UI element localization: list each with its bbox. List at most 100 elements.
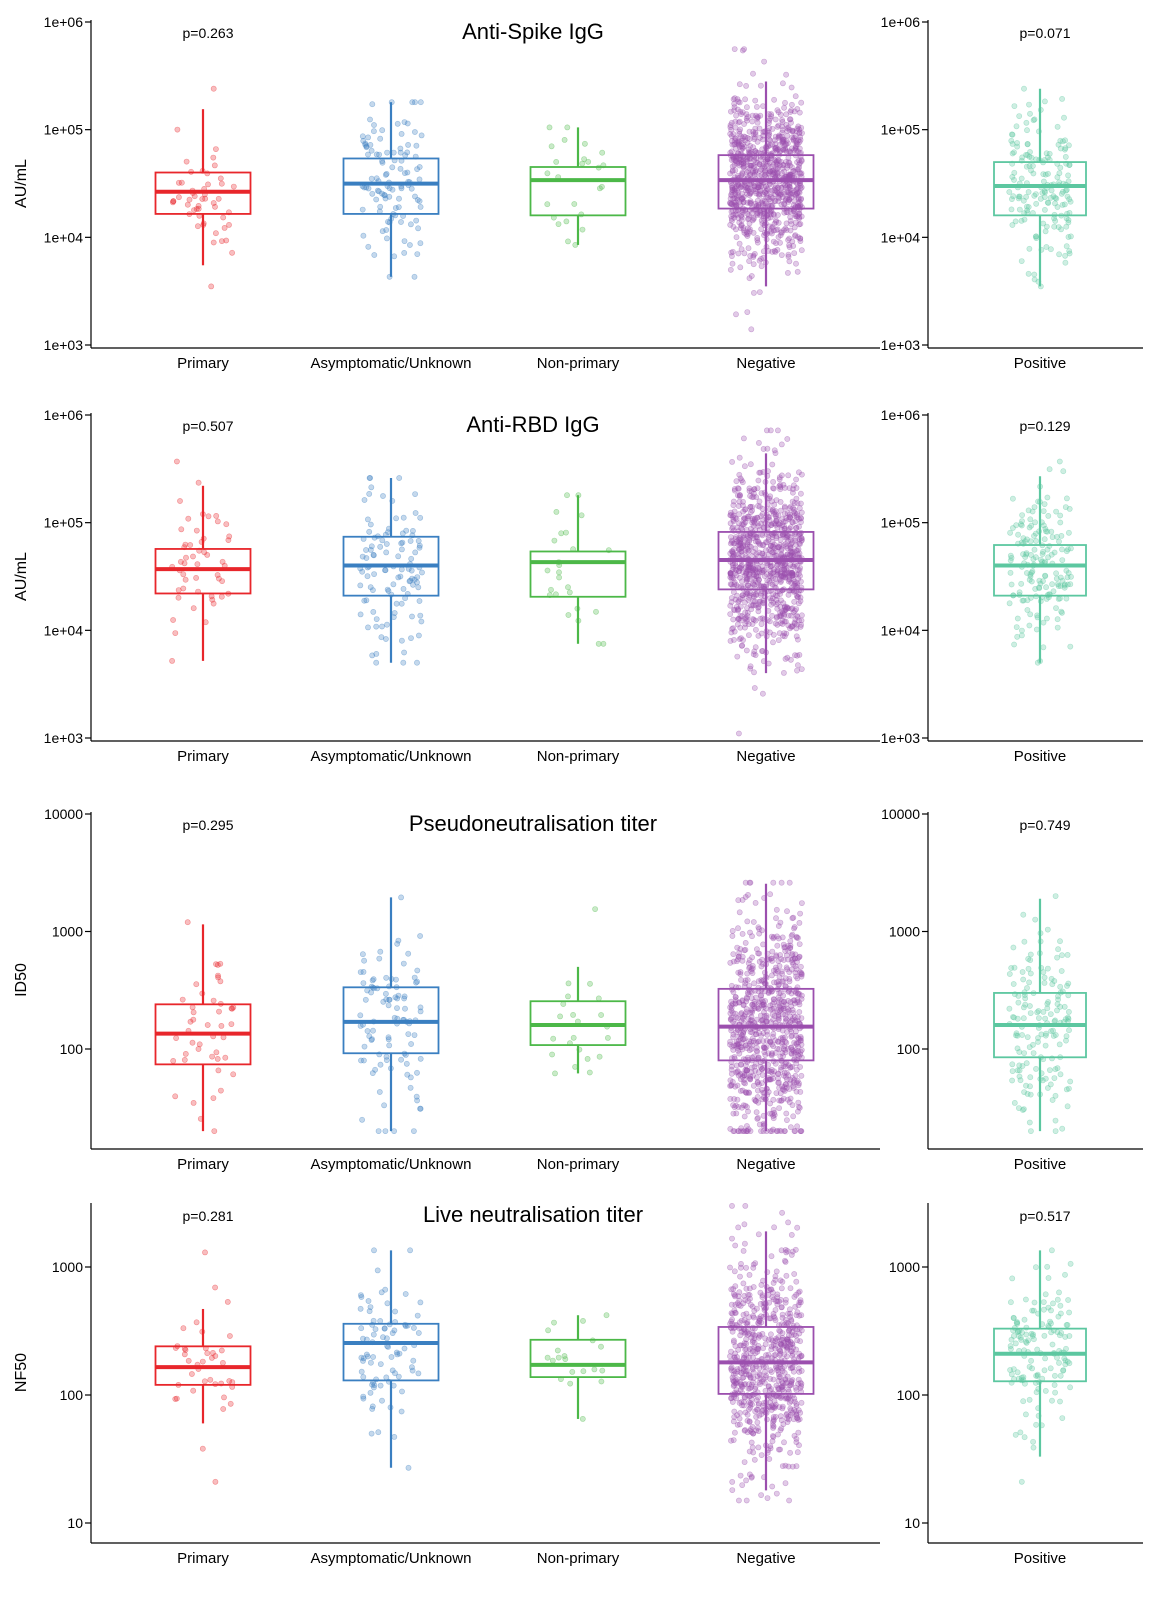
data-point	[1011, 1100, 1018, 1106]
data-point	[398, 566, 405, 573]
data-point	[224, 1299, 231, 1305]
data-point	[1067, 1260, 1074, 1267]
data-point	[779, 184, 785, 191]
data-point	[369, 652, 376, 659]
data-point	[767, 1038, 774, 1045]
data-point	[228, 1021, 235, 1027]
data-point	[223, 521, 230, 528]
data-point	[1063, 595, 1070, 602]
data-point	[1026, 622, 1033, 629]
data-point	[1028, 167, 1034, 174]
data-point	[775, 923, 782, 929]
data-point	[787, 1285, 794, 1292]
data-point	[373, 175, 380, 182]
data-point	[1030, 1307, 1037, 1314]
data-point	[367, 475, 373, 481]
data-point	[744, 1067, 750, 1074]
data-point	[750, 163, 757, 169]
data-point	[195, 1046, 202, 1052]
data-point	[737, 1332, 744, 1339]
data-point	[768, 1336, 775, 1343]
data-point	[1008, 1346, 1014, 1352]
data-point	[732, 167, 739, 174]
data-point	[1011, 103, 1018, 109]
data-point	[794, 106, 801, 112]
data-point	[778, 1098, 784, 1104]
data-point	[736, 81, 743, 88]
data-point	[383, 974, 390, 981]
data-point	[775, 190, 782, 196]
data-point	[412, 510, 419, 516]
data-point	[781, 1351, 788, 1358]
data-point	[1033, 626, 1040, 633]
data-point	[772, 1317, 779, 1324]
x-tick-label: Negative	[736, 1156, 795, 1173]
data-point	[740, 1280, 747, 1287]
data-point	[732, 1293, 738, 1300]
data-point	[1057, 574, 1064, 581]
data-point	[798, 1399, 805, 1406]
data-point	[591, 1366, 598, 1373]
x-tick-label: Negative	[736, 748, 795, 765]
data-point	[778, 956, 784, 962]
data-point	[747, 1471, 753, 1478]
data-point	[788, 1232, 795, 1238]
data-point	[732, 185, 738, 192]
data-point	[1052, 893, 1059, 899]
data-point	[734, 1096, 741, 1103]
data-point	[391, 1128, 397, 1134]
data-point	[744, 309, 751, 315]
data-point	[1016, 206, 1023, 213]
data-point	[1042, 228, 1049, 235]
data-point	[788, 221, 795, 227]
data-point	[403, 1060, 410, 1067]
data-point	[728, 249, 735, 256]
data-point	[782, 1462, 789, 1469]
data-point	[731, 589, 737, 596]
data-point	[1057, 983, 1064, 990]
data-point	[767, 1006, 774, 1013]
data-point	[747, 1017, 754, 1024]
data-point	[1057, 938, 1063, 945]
data-point	[766, 1456, 773, 1462]
data-point	[745, 216, 751, 222]
data-point	[788, 579, 795, 586]
data-point	[781, 200, 787, 207]
data-point	[381, 192, 388, 199]
data-point	[779, 136, 786, 143]
data-point	[755, 184, 762, 191]
p-value: p=0.749	[1020, 817, 1071, 833]
data-point	[1054, 533, 1060, 540]
data-point	[1057, 519, 1064, 526]
data-point	[212, 230, 219, 237]
data-point	[416, 176, 423, 183]
data-point	[793, 625, 800, 632]
data-point	[780, 146, 787, 153]
data-point	[377, 135, 384, 142]
data-point	[1041, 178, 1047, 185]
data-point	[787, 190, 793, 197]
data-point	[788, 612, 794, 619]
data-point	[770, 167, 777, 174]
data-point	[754, 197, 761, 204]
data-point	[367, 141, 374, 148]
data-point	[770, 238, 777, 245]
data-point	[404, 169, 411, 176]
data-point	[1024, 607, 1031, 613]
data-point	[734, 1069, 741, 1075]
data-point	[1041, 536, 1048, 543]
data-point	[770, 1075, 777, 1082]
data-point	[557, 1013, 563, 1020]
data-point	[765, 186, 771, 193]
data-point	[778, 158, 785, 165]
data-point	[1015, 531, 1021, 538]
data-point	[1008, 581, 1015, 588]
data-point	[1016, 1067, 1023, 1074]
data-point	[793, 989, 799, 996]
data-point	[170, 1058, 177, 1064]
data-point	[798, 99, 805, 106]
data-point	[383, 227, 390, 233]
data-point	[177, 498, 183, 504]
data-point	[1027, 951, 1034, 958]
data-point	[215, 195, 222, 202]
